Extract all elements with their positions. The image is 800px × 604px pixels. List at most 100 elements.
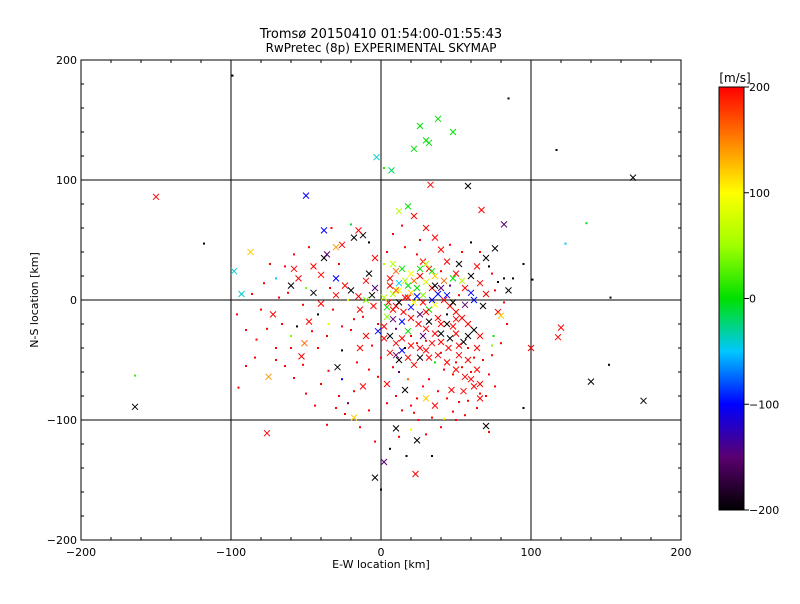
x-marker-stroke xyxy=(491,245,499,252)
point-x-marker xyxy=(431,234,439,241)
point-x-marker xyxy=(334,363,341,371)
point-x-marker xyxy=(398,265,406,273)
point-x-marker xyxy=(404,282,412,289)
point-x-marker xyxy=(470,383,478,390)
point-dot-marker xyxy=(500,342,502,345)
point-dot-marker xyxy=(275,277,277,280)
point-dot-marker xyxy=(425,339,427,342)
x-marker-stroke xyxy=(482,422,490,430)
x-marker-stroke xyxy=(437,338,445,346)
point-x-marker xyxy=(422,308,430,316)
point-dot-marker xyxy=(416,397,418,400)
point-dot-marker xyxy=(350,223,352,226)
point-x-marker xyxy=(470,326,478,334)
x-marker-stroke xyxy=(419,299,427,306)
point-x-marker xyxy=(458,277,466,285)
x-marker-stroke xyxy=(431,330,439,337)
point-dot-marker xyxy=(609,296,612,299)
x-marker-stroke xyxy=(473,366,481,373)
point-x-marker xyxy=(410,212,418,220)
x-marker-stroke xyxy=(392,339,400,347)
point-x-marker xyxy=(443,359,451,366)
point-x-marker xyxy=(407,303,415,311)
point-x-marker xyxy=(482,254,490,262)
x-marker-stroke xyxy=(310,289,317,297)
x-marker-stroke xyxy=(476,395,484,402)
point-dot-marker xyxy=(386,402,388,405)
point-x-marker xyxy=(455,260,463,268)
point-x-marker xyxy=(557,324,565,331)
point-x-marker xyxy=(320,227,328,234)
point-dot-marker xyxy=(284,365,286,367)
point-x-marker xyxy=(460,338,467,346)
point-x-marker xyxy=(482,422,490,430)
x-marker-stroke xyxy=(422,278,430,286)
point-x-marker xyxy=(230,267,238,275)
point-dot-marker xyxy=(470,371,472,373)
point-x-marker xyxy=(428,339,436,347)
x-marker-stroke xyxy=(431,282,439,289)
x-marker-stroke xyxy=(422,395,430,402)
point-dot-marker xyxy=(305,287,307,289)
x-marker-stroke xyxy=(428,339,436,347)
x-marker-stroke xyxy=(500,221,508,228)
x-marker-stroke xyxy=(395,207,403,215)
point-x-marker xyxy=(464,320,472,328)
point-x-marker xyxy=(356,306,364,313)
point-x-marker xyxy=(305,318,313,325)
x-marker-stroke xyxy=(448,386,455,394)
x-marker-stroke xyxy=(497,312,505,319)
point-dot-marker xyxy=(284,265,286,268)
x-marker-stroke xyxy=(412,470,419,478)
point-dot-marker xyxy=(317,347,319,349)
x-marker-stroke xyxy=(434,115,442,123)
point-dot-marker xyxy=(395,395,397,397)
x-marker-stroke xyxy=(347,287,355,294)
point-x-marker xyxy=(295,275,302,282)
x-marker-stroke xyxy=(362,277,370,285)
x-marker-stroke xyxy=(470,326,478,334)
point-x-marker xyxy=(392,267,400,275)
x-marker-stroke xyxy=(305,318,313,325)
point-dot-marker xyxy=(330,227,333,229)
point-x-marker xyxy=(395,279,403,287)
point-x-marker xyxy=(437,246,445,253)
x-marker-stroke xyxy=(356,306,364,313)
point-dot-marker xyxy=(449,243,451,246)
point-x-marker xyxy=(404,354,412,361)
point-x-marker xyxy=(362,296,370,304)
x-marker-stroke xyxy=(332,291,340,299)
point-x-marker xyxy=(317,271,325,279)
point-x-marker xyxy=(431,330,439,337)
point-x-marker xyxy=(464,356,472,364)
x-marker-stroke xyxy=(310,263,317,270)
point-dot-marker xyxy=(494,385,496,388)
x-marker-stroke xyxy=(461,373,469,381)
point-x-marker xyxy=(422,347,430,354)
colorbar-tick-label: 200 xyxy=(749,81,770,94)
point-x-marker xyxy=(448,386,455,394)
x-marker-stroke xyxy=(476,380,484,388)
x-marker-stroke xyxy=(287,282,295,289)
x-marker-stroke xyxy=(473,263,481,270)
point-dot-marker xyxy=(437,390,439,393)
point-dot-marker xyxy=(488,265,490,268)
point-dot-marker xyxy=(254,356,256,359)
y-tick-label: 100 xyxy=(56,174,77,187)
y-tick-label: −100 xyxy=(47,414,77,427)
point-dot-marker xyxy=(440,270,442,273)
x-marker-stroke xyxy=(388,167,395,174)
point-x-marker xyxy=(461,284,469,292)
x-marker-stroke xyxy=(269,311,277,318)
x-marker-stroke xyxy=(428,296,436,304)
x-marker-stroke xyxy=(386,275,394,282)
x-marker-stroke xyxy=(401,294,409,301)
x-marker-stroke xyxy=(422,260,430,268)
point-x-marker xyxy=(410,145,418,153)
point-x-marker xyxy=(461,301,469,309)
point-dot-marker xyxy=(405,455,408,457)
x-marker-stroke xyxy=(398,318,406,325)
x-marker-stroke xyxy=(407,342,415,349)
point-x-marker xyxy=(323,251,331,258)
point-x-marker xyxy=(362,277,370,285)
